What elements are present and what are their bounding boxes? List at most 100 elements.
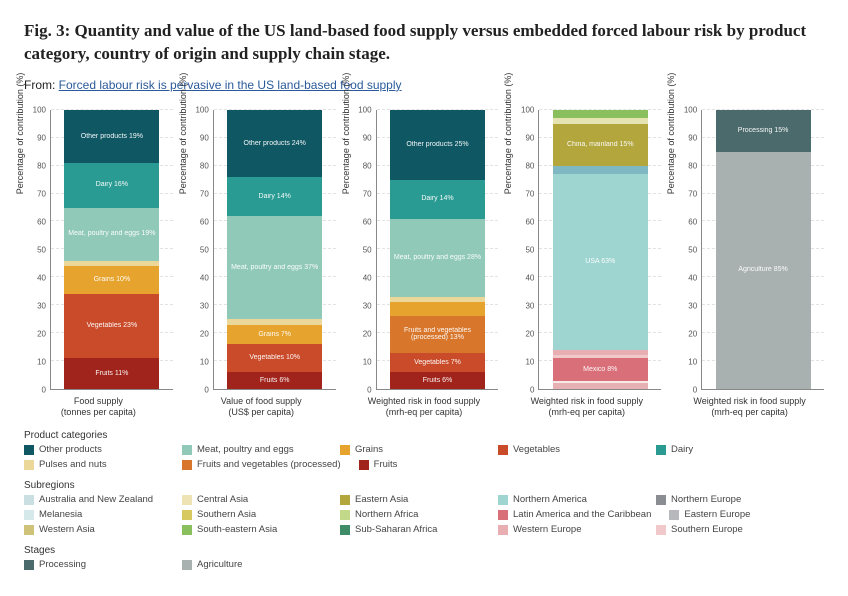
legend-swatch (656, 525, 666, 535)
bar-segment (553, 166, 648, 174)
legend-label: Latin America and the Caribbean (513, 509, 651, 520)
y-axis-label: Percentage of contribution (%) (341, 73, 351, 195)
y-tick: 40 (688, 273, 697, 282)
plot-area: 0102030405060708090100Percentage of cont… (512, 110, 661, 390)
bar-segment: Meat, poultry and eggs 19% (64, 208, 159, 261)
legend-label: Melanesia (39, 509, 82, 520)
chart-caption: Weighted risk in food supply(mrh-eq per … (512, 396, 661, 419)
bar-segment (390, 302, 485, 316)
legend-label: Pulses and nuts (39, 459, 107, 470)
legend-heading-product: Product categories (24, 430, 824, 441)
legend-swatch (24, 495, 34, 505)
legend-item: Sub-Saharan Africa (340, 524, 480, 535)
y-tick: 60 (37, 217, 46, 226)
legend-swatch (182, 495, 192, 505)
legend-item: Processing (24, 559, 164, 570)
y-tick: 10 (688, 357, 697, 366)
segment-label: USA 63% (585, 258, 615, 266)
legend-item: Western Europe (498, 524, 638, 535)
bar-segment: Mexico 8% (553, 358, 648, 380)
legend-item: Australia and New Zealand (24, 494, 164, 505)
y-tick: 30 (363, 301, 372, 310)
y-tick: 80 (525, 161, 534, 170)
legend-swatch (359, 460, 369, 470)
bar-zone: Fruits 11% Vegetables 23% Grains 10% Meat, … (50, 110, 173, 390)
segment-label: Dairy 14% (421, 195, 453, 203)
bar-segment: Dairy 14% (227, 177, 322, 216)
y-tick: 30 (37, 301, 46, 310)
y-tick: 100 (358, 105, 371, 114)
bar-segment: USA 63% (553, 174, 648, 350)
legend-label: Australia and New Zealand (39, 494, 153, 505)
y-tick: 20 (525, 329, 534, 338)
y-tick: 10 (37, 357, 46, 366)
bar-zone: Fruits 6%Vegetables 10%Grains 7%Meat, po… (213, 110, 336, 390)
legend-item: Meat, poultry and eggs (182, 444, 322, 455)
legend-item: Southern Asia (182, 509, 322, 520)
y-axis: 0102030405060708090100Percentage of cont… (675, 110, 701, 390)
y-tick: 70 (200, 189, 209, 198)
y-tick: 70 (688, 189, 697, 198)
legend-item: Dairy (656, 444, 796, 455)
legend-swatch (182, 560, 192, 570)
caption-line1: Weighted risk in food supply (350, 396, 499, 407)
segment-label: Vegetables 10% (249, 354, 300, 362)
legend-swatch (498, 525, 508, 535)
y-tick: 70 (37, 189, 46, 198)
legend-swatch (182, 460, 192, 470)
legend-swatch (498, 510, 508, 520)
y-tick: 100 (33, 105, 46, 114)
bar-segment: Fruits 6% (390, 372, 485, 389)
legend-swatch (24, 460, 34, 470)
legend-label: Northern Africa (355, 509, 418, 520)
caption-line1: Value of food supply (187, 396, 336, 407)
caption-line2: (mrh-eq per capita) (512, 407, 661, 418)
bar-segment: Grains 10% (64, 266, 159, 294)
caption-line2: (mrh-eq per capita) (675, 407, 824, 418)
chart-panel: 0102030405060708090100Percentage of cont… (512, 110, 661, 419)
y-tick: 100 (195, 105, 208, 114)
y-tick: 100 (521, 105, 534, 114)
bar-segment (553, 110, 648, 118)
y-tick: 50 (37, 245, 46, 254)
y-tick: 30 (688, 301, 697, 310)
y-tick: 30 (525, 301, 534, 310)
segment-label: Dairy 14% (259, 193, 291, 201)
bar-segment: Fruits 6% (227, 372, 322, 389)
segment-label: Meat, poultry and eggs 19% (68, 230, 155, 238)
legend-label: Fruits and vegetables (processed) (197, 459, 341, 470)
legend-item: Fruits and vegetables (processed) (182, 459, 341, 470)
segment-label: Fruits 6% (260, 377, 290, 385)
y-axis-label: Percentage of contribution (%) (503, 73, 513, 195)
bar-zone: Fruits 6%Vegetables 7%Fruits and vegetab… (376, 110, 499, 390)
legend-label: Grains (355, 444, 383, 455)
segment-label: Other products 25% (406, 141, 468, 149)
segment-label: Vegetables 23% (87, 322, 138, 330)
legend-swatch (182, 525, 192, 535)
bar-segment: Meat, poultry and eggs 28% (390, 219, 485, 297)
y-tick: 80 (363, 161, 372, 170)
y-axis-label: Percentage of contribution (%) (15, 73, 25, 195)
legend-label: Meat, poultry and eggs (197, 444, 294, 455)
legend-label: Sub-Saharan Africa (355, 524, 437, 535)
segment-label: Grains 7% (258, 331, 291, 339)
legend-item: Northern Europe (656, 494, 796, 505)
y-tick: 100 (684, 105, 697, 114)
legend-heading-subregions: Subregions (24, 480, 824, 491)
bar-zone: Mexico 8%USA 63%China, mainland 15% (538, 110, 661, 390)
chart-panel: 0102030405060708090100Percentage of cont… (350, 110, 499, 419)
legend-label: Other products (39, 444, 102, 455)
segment-label: Fruits 11% (95, 370, 128, 378)
legend-label: Fruits (374, 459, 398, 470)
y-tick: 90 (688, 133, 697, 142)
y-tick: 20 (37, 329, 46, 338)
y-tick: 20 (200, 329, 209, 338)
plot-area: 0102030405060708090100Percentage of cont… (350, 110, 499, 390)
from-line: From: Forced labour risk is pervasive in… (24, 78, 824, 92)
chart-panel: 0102030405060708090100Percentage of cont… (187, 110, 336, 419)
legend-label: Eastern Asia (355, 494, 408, 505)
caption-line2: (tonnes per capita) (24, 407, 173, 418)
legend-swatch (498, 445, 508, 455)
y-tick: 40 (525, 273, 534, 282)
bar-segment: Fruits and vegetables (processed) 13% (390, 316, 485, 352)
